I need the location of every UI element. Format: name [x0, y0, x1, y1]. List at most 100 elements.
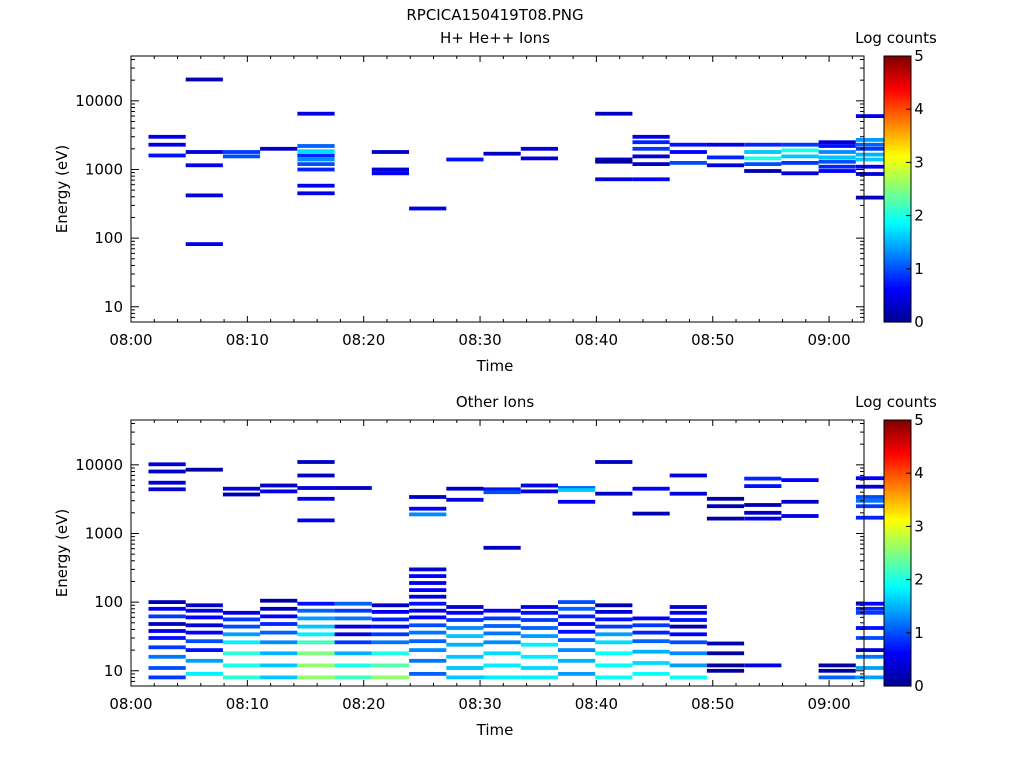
colorbar-segment [884, 646, 911, 649]
heatmap-cell [483, 663, 521, 668]
colorbar-segment [884, 126, 911, 130]
heatmap-cell [632, 639, 670, 644]
heatmap-cell [669, 491, 707, 496]
axis-ticks: 08:00 08:10 08:20 08:30 08:40 08:50 09:00 10 100… [75, 420, 864, 713]
heatmap-cell [744, 503, 782, 507]
heatmap-cell [855, 138, 894, 142]
colorbar-segment [884, 193, 911, 197]
heatmap-cell [595, 111, 633, 116]
heatmap-cell [297, 601, 335, 606]
heatmap-cell [222, 610, 261, 615]
colorbar-segment [884, 319, 911, 323]
colorbar-segment [884, 648, 911, 652]
colorbar-segment [884, 195, 911, 199]
heatmap-cell [334, 486, 372, 490]
heatmap-cell [706, 155, 745, 160]
colorbar-segment [884, 544, 911, 547]
colorbar-segment [884, 548, 911, 552]
colorbar-segment [884, 111, 911, 115]
colorbar-segment [884, 206, 911, 210]
heatmap-cell [297, 651, 335, 656]
colorbar-segment [884, 262, 911, 265]
colorbar-segment [884, 510, 911, 514]
heatmap-cell [371, 632, 409, 637]
heatmap-cell [483, 640, 521, 645]
heatmap-cell [260, 622, 298, 626]
colorbar-segment [884, 581, 911, 585]
heatmap-cell [595, 491, 633, 496]
colorbar-segment [884, 590, 911, 594]
colorbar-segment [884, 315, 911, 319]
heatmap-cell [260, 146, 298, 151]
heatmap-cell [855, 152, 894, 157]
colorbar-segment [884, 308, 911, 312]
heatmap-cell [669, 161, 707, 165]
heatmap-cell [595, 617, 633, 622]
heatmap-cell [297, 663, 335, 668]
heatmap-cell [334, 663, 372, 668]
heatmap-cell [595, 610, 633, 614]
colorbar-segment [884, 166, 911, 170]
heatmap-cell [855, 484, 894, 489]
colorbar-segment [884, 679, 911, 683]
heatmap-cell [595, 157, 633, 162]
heatmap-cell [669, 605, 707, 609]
colorbar-segment [884, 468, 911, 472]
colorbar-segment [884, 109, 911, 113]
heatmap-cell [222, 154, 261, 159]
colorbar-segment [884, 284, 911, 288]
heatmap-cell [185, 623, 223, 628]
colorbar-segment [884, 528, 911, 532]
colorbar-segment [884, 129, 911, 132]
heatmap-cell [520, 634, 558, 638]
heatmap-cell [148, 614, 186, 619]
colorbar-segment [884, 89, 911, 93]
colorbar-segment [884, 426, 911, 430]
heatmap-cells [148, 77, 894, 246]
heatmap-cell [446, 642, 484, 647]
colorbar-label: Log counts [855, 393, 937, 411]
heatmap-cell [855, 172, 894, 176]
heatmap-cell [185, 672, 223, 676]
heatmap-cell [632, 649, 670, 654]
heatmap-cell [744, 150, 782, 154]
heatmap-cell [483, 631, 521, 636]
colorbar-segment [884, 626, 911, 629]
colorbar-segment [884, 275, 911, 279]
heatmap-cell [222, 492, 261, 497]
heatmap-cell [855, 146, 894, 151]
colorbar-segment [884, 502, 911, 505]
colorbar-segment [884, 317, 911, 321]
heatmap-cell [632, 154, 670, 159]
colorbar-segment [884, 564, 911, 567]
x-tick-label: 09:00 [807, 695, 850, 713]
heatmap-cell [297, 111, 335, 116]
colorbar-segment [884, 102, 911, 106]
x-tick-label: 08:20 [342, 331, 385, 349]
colorbar-segment [884, 202, 911, 206]
heatmap-cell [483, 151, 521, 156]
heatmap-cell [706, 668, 745, 673]
colorbar-segment [884, 84, 911, 88]
colorbar-segment [884, 659, 911, 663]
heatmap-cell [855, 142, 894, 147]
heatmap-cell [781, 499, 819, 504]
heatmap-cell [558, 600, 596, 604]
x-tick-label: 08:40 [575, 331, 618, 349]
heatmap-cell [706, 163, 745, 168]
heatmap-cell [148, 622, 186, 626]
heatmap-cell [632, 162, 670, 166]
colorbar-segment [884, 120, 911, 124]
heatmap-cell [334, 608, 372, 613]
colorbar-segment [884, 473, 911, 477]
colorbar-segment [884, 668, 911, 672]
heatmap-cell [185, 639, 223, 644]
heatmap-cell [744, 162, 782, 166]
colorbar-segment [884, 553, 911, 556]
colorbar-segment [884, 224, 911, 228]
colorbar-segment [884, 670, 911, 674]
heatmap-cell [818, 675, 856, 680]
colorbar-segment [884, 237, 911, 241]
heatmap-cell [669, 640, 707, 645]
colorbar-segment [884, 264, 911, 268]
